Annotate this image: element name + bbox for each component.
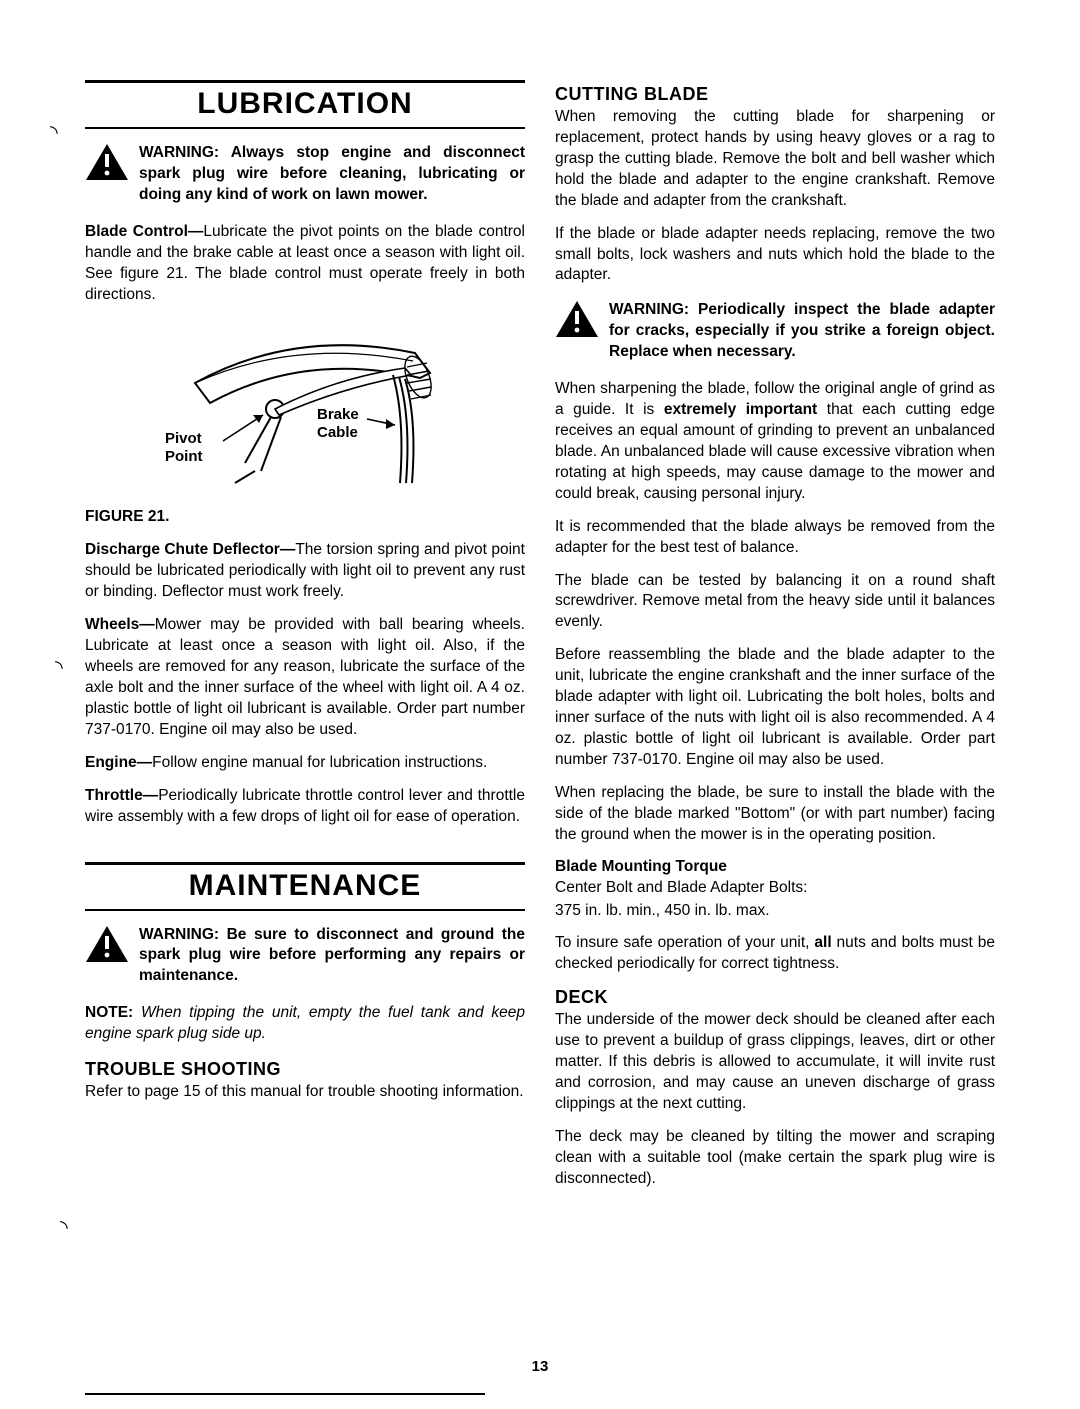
cutting-blade-warning: WARNING: Periodically inspect the blade …	[555, 300, 995, 363]
engine-body: Follow engine manual for lubrication ins…	[152, 754, 487, 771]
left-column: LUBRICATION WARNING: Always stop engine …	[85, 80, 525, 1359]
cutting-blade-p6: Before reassembling the blade and the bl…	[555, 645, 995, 771]
cutting-blade-p4: It is recommended that the blade always …	[555, 517, 995, 559]
cutting-blade-p8: To insure safe operation of your unit, a…	[555, 933, 995, 975]
blade-control-paragraph: Blade Control—Lubricate the pivot points…	[85, 222, 525, 306]
scan-mark: ◝	[50, 120, 58, 145]
figure-21: Pivot Point Brake Cable	[85, 323, 525, 498]
lubrication-warning-text: WARNING: Always stop engine and disconne…	[139, 143, 525, 206]
figure-21-caption: FIGURE 21.	[85, 508, 525, 526]
lubrication-warning: WARNING: Always stop engine and disconne…	[85, 143, 525, 206]
cutting-blade-p3: When sharpening the blade, follow the or…	[555, 379, 995, 505]
page-container: LUBRICATION WARNING: Always stop engine …	[85, 80, 995, 1359]
deck-heading: DECK	[555, 987, 995, 1008]
note-label: NOTE:	[85, 1004, 133, 1021]
warning-triangle-icon	[85, 925, 129, 963]
cutting-blade-heading: CUTTING BLADE	[555, 84, 995, 105]
maintenance-note: NOTE: When tipping the unit, empty the f…	[85, 1003, 525, 1045]
torque-line2: 375 in. lb. min., 450 in. lb. max.	[555, 901, 995, 922]
deck-p2: The deck may be cleaned by tilting the m…	[555, 1127, 995, 1190]
fig-label-cable: Cable	[317, 424, 358, 441]
maintenance-warning-text: WARNING: Be sure to disconnect and groun…	[139, 925, 525, 988]
cutting-blade-p2: If the blade or blade adapter needs repl…	[555, 224, 995, 287]
maintenance-title: MAINTENANCE	[85, 869, 525, 911]
maintenance-section-header: MAINTENANCE	[85, 862, 525, 911]
lubrication-title: LUBRICATION	[85, 87, 525, 129]
throttle-paragraph: Throttle—Periodically lubricate throttle…	[85, 786, 525, 828]
torque-heading: Blade Mounting Torque	[555, 858, 995, 876]
p8a: To insure safe operation of your unit,	[555, 934, 814, 951]
scan-mark: ◝	[55, 655, 63, 680]
wheels-lead: Wheels—	[85, 616, 155, 633]
bottom-rule	[85, 1393, 485, 1395]
scan-mark: ◝	[60, 1215, 68, 1240]
discharge-lead: Discharge Chute Deflector—	[85, 541, 295, 558]
cutting-blade-p1: When removing the cutting blade for shar…	[555, 107, 995, 212]
maintenance-warning: WARNING: Be sure to disconnect and groun…	[85, 925, 525, 988]
note-body: When tipping the unit, empty the fuel ta…	[85, 1004, 525, 1042]
page-number: 13	[532, 1358, 549, 1375]
torque-line1: Center Bolt and Blade Adapter Bolts:	[555, 878, 995, 899]
throttle-lead: Throttle—	[85, 787, 158, 804]
p8b: all	[814, 934, 831, 951]
cutting-blade-p5: The blade can be tested by balancing it …	[555, 571, 995, 634]
warning-triangle-icon	[555, 300, 599, 338]
discharge-paragraph: Discharge Chute Deflector—The torsion sp…	[85, 540, 525, 603]
wheels-paragraph: Wheels—Mower may be provided with ball b…	[85, 615, 525, 741]
fig-label-brake: Brake	[317, 406, 359, 423]
right-column: CUTTING BLADE When removing the cutting …	[555, 80, 995, 1359]
deck-p1: The underside of the mower deck should b…	[555, 1010, 995, 1115]
warning-triangle-icon	[85, 143, 129, 181]
cutting-blade-p7: When replacing the blade, be sure to ins…	[555, 783, 995, 846]
trouble-shooting-body: Refer to page 15 of this manual for trou…	[85, 1082, 525, 1103]
figure-21-svg: Pivot Point Brake Cable	[155, 323, 455, 493]
wheels-body: Mower may be provided with ball bearing …	[85, 616, 525, 738]
trouble-shooting-heading: TROUBLE SHOOTING	[85, 1059, 525, 1080]
p3b: extremely important	[664, 401, 817, 418]
engine-paragraph: Engine—Follow engine manual for lubricat…	[85, 753, 525, 774]
fig-label-pivot1: Pivot	[165, 430, 202, 447]
fig-label-pivot2: Point	[165, 448, 203, 465]
cutting-blade-warning-text: WARNING: Periodically inspect the blade …	[609, 300, 995, 363]
lubrication-section-header: LUBRICATION	[85, 80, 525, 129]
engine-lead: Engine—	[85, 754, 152, 771]
blade-control-lead: Blade Control—	[85, 223, 203, 240]
